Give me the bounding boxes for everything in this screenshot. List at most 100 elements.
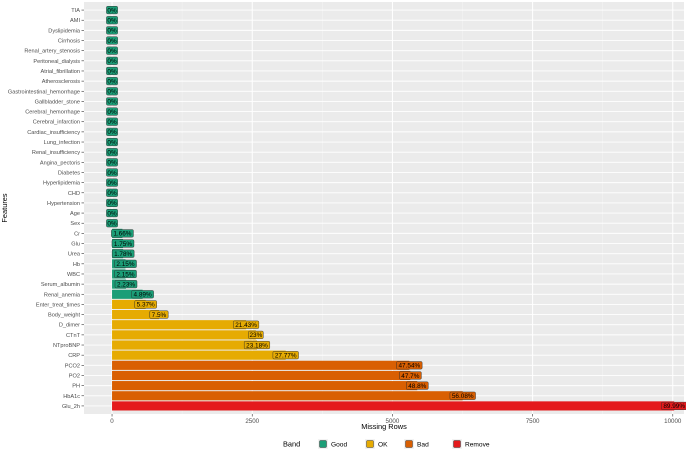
data-label: 47.54% xyxy=(399,363,421,370)
data-label: 5.37% xyxy=(137,302,155,309)
data-label: 2.15% xyxy=(116,271,134,278)
data-label-box xyxy=(114,259,137,268)
y-tick-label: Hyperlipidemia xyxy=(43,181,81,187)
data-label-box xyxy=(106,209,118,218)
y-axis-title: Features xyxy=(0,193,9,222)
data-label: 1.78% xyxy=(114,251,132,258)
data-label-box xyxy=(106,87,118,96)
data-label: 0% xyxy=(107,200,117,207)
data-label-box xyxy=(272,351,299,360)
y-tick-label: PH xyxy=(72,384,80,390)
data-label-box xyxy=(406,381,429,390)
data-label-box xyxy=(106,188,118,197)
data-label-box xyxy=(106,66,118,76)
legend-swatch-Remove xyxy=(453,440,461,448)
data-label: 0% xyxy=(107,68,117,75)
y-tick-label: Lung_infection xyxy=(44,140,80,146)
data-label-box xyxy=(106,158,118,167)
data-label: 0% xyxy=(107,119,117,126)
y-tick-label: Renal_insufficiency xyxy=(32,150,80,156)
y-tick-label: Cirrhosis xyxy=(58,39,80,45)
data-label-box xyxy=(449,391,476,400)
y-tick-label: CTnT xyxy=(66,333,81,339)
data-label: 0% xyxy=(107,38,117,45)
bar-PH xyxy=(112,381,418,391)
bars: 0% 0% 0% 0% 0% 0% 0% 0% 0% 0% 0% 0% 0% 0% 0% 0% 0% 0% 0% 0%… xyxy=(106,6,686,411)
data-label: 0% xyxy=(107,78,117,85)
data-label: 0% xyxy=(107,160,117,167)
data-label: 0% xyxy=(107,170,117,177)
data-label: 0% xyxy=(107,48,117,55)
bar-Enter_treat_times xyxy=(112,299,146,309)
bar-PCO2 xyxy=(112,360,410,370)
bar-HbA1c xyxy=(112,391,463,401)
y-tick-label: NTproBNP xyxy=(53,343,80,349)
data-label: 0% xyxy=(107,89,117,96)
x-axis-title: Missing Rows xyxy=(361,422,407,431)
data-label: 56.08% xyxy=(452,393,474,400)
bar-D_dimer xyxy=(112,320,247,330)
data-label-box xyxy=(106,107,118,116)
data-label-box xyxy=(114,269,137,278)
data-label-box xyxy=(106,117,118,126)
data-label-box xyxy=(106,56,118,65)
data-label-box xyxy=(106,77,118,86)
data-label: 0% xyxy=(107,28,117,35)
data-label-box xyxy=(106,148,118,157)
y-tick-label: Cerebral_hemorrhage xyxy=(25,110,80,116)
y-tick-label: WBC xyxy=(67,272,80,278)
data-label-box xyxy=(399,371,422,380)
bar-CTnT xyxy=(112,330,256,340)
y-tick-label: Atherosclerosis xyxy=(42,79,80,85)
y-tick-label: Glu_2h xyxy=(62,404,80,410)
data-label: 0% xyxy=(107,221,117,228)
data-label-box xyxy=(111,249,135,258)
data-label-box xyxy=(106,178,118,187)
y-tick-label: Angina_pectoris xyxy=(40,160,80,166)
data-label-box xyxy=(106,26,118,35)
data-label: 7.5% xyxy=(152,312,167,319)
data-label-box xyxy=(106,127,118,136)
y-tick-labels: TIA AMI Dyslipidemia Cirrhosis Renal_artery_… xyxy=(8,8,84,410)
data-label: 0% xyxy=(107,180,117,187)
y-tick-label: Glu xyxy=(71,242,80,248)
data-label-box xyxy=(233,320,260,329)
data-label: 0% xyxy=(107,99,117,106)
data-label: 1.66% xyxy=(113,231,131,238)
x-tick-label: 5000 xyxy=(386,418,400,425)
data-label: 2.15% xyxy=(116,261,134,268)
data-label-box xyxy=(106,46,118,55)
data-label-box xyxy=(106,168,118,177)
y-tick-label: Enter_treat_times xyxy=(36,302,80,308)
y-tick-label: Peritoneal_dialysis xyxy=(33,59,80,65)
x-tick-labels: 0 2500 5000 7500 10000 xyxy=(110,414,682,425)
data-label-box xyxy=(106,97,118,106)
x-tick-label: 10000 xyxy=(664,418,682,425)
data-label: 27.77% xyxy=(275,352,297,359)
data-label: 0% xyxy=(107,210,117,217)
data-label: 0% xyxy=(107,129,117,136)
data-label: 0% xyxy=(107,7,117,14)
data-label: 47.7% xyxy=(401,373,419,380)
y-tick-label: Body_weight xyxy=(48,313,80,319)
data-label: 23.18% xyxy=(246,342,268,349)
data-label: 0% xyxy=(107,149,117,156)
y-tick-label: Hb xyxy=(73,262,80,268)
y-tick-label: Hypertension xyxy=(47,201,80,207)
bar-Renal_anemia xyxy=(112,289,143,299)
data-label-box xyxy=(661,401,686,410)
y-tick-label: Renal_anemia xyxy=(44,292,81,298)
legend-swatch-Bad xyxy=(405,440,413,448)
data-label: 23% xyxy=(249,332,262,339)
data-label: 0% xyxy=(107,58,117,65)
data-label-box xyxy=(131,290,154,299)
bar-Glu_2h xyxy=(112,401,675,411)
data-label-box xyxy=(106,6,118,15)
y-tick-label: Dyslipidemia xyxy=(48,28,81,34)
y-tick-label: HbA1c xyxy=(63,394,80,400)
legend-swatch-Good xyxy=(319,440,327,448)
data-label-box xyxy=(114,280,138,289)
bar-CRP xyxy=(112,350,286,360)
data-label-box xyxy=(106,198,118,207)
x-tick-label: 7500 xyxy=(526,418,540,425)
